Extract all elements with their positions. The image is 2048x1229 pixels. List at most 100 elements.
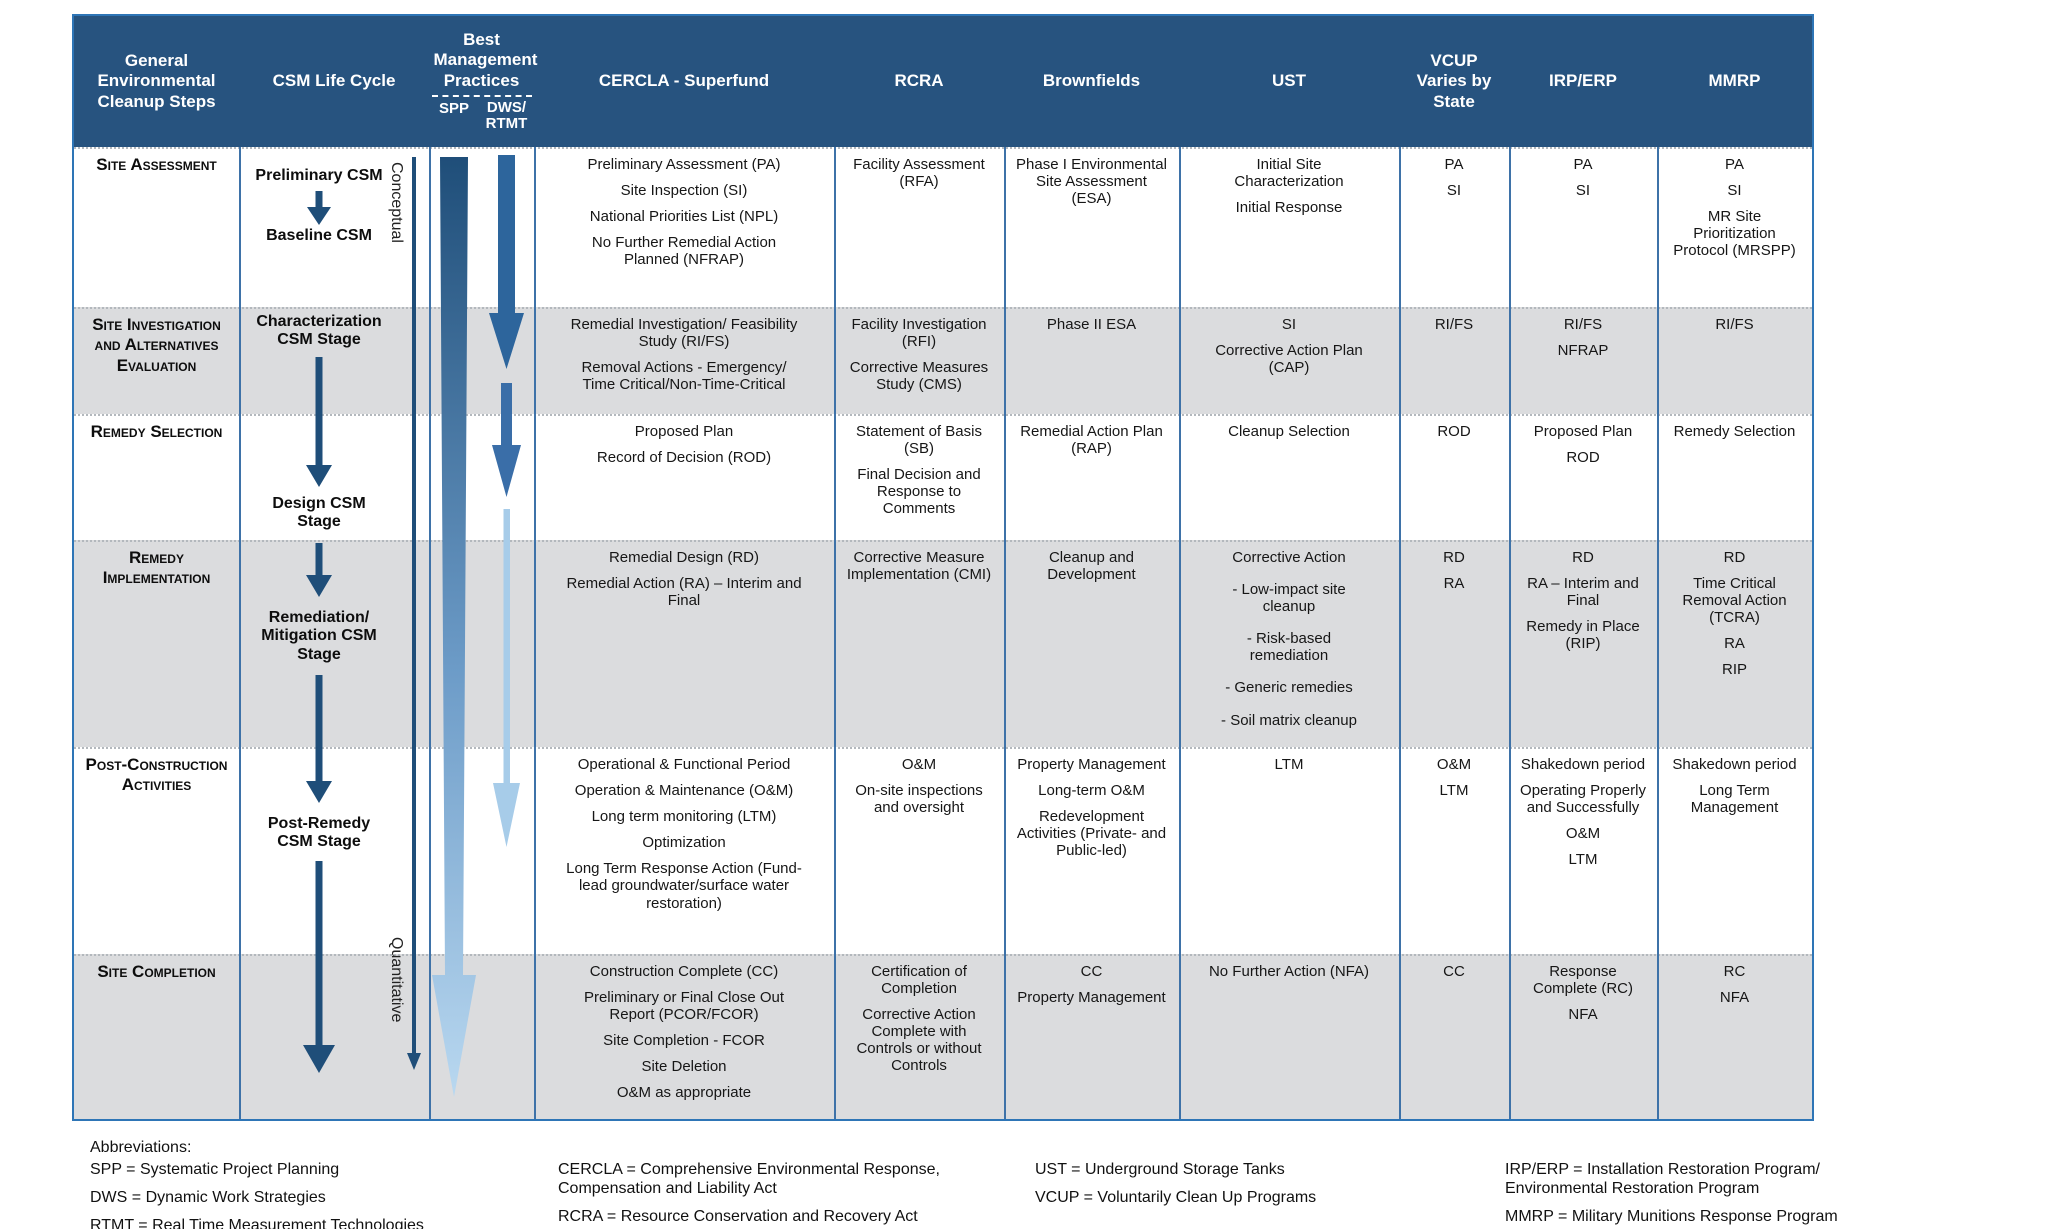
column-divider	[1179, 147, 1181, 1119]
cell-item: RI/FS	[1434, 316, 1474, 333]
column-header-csm: CSM Life Cycle	[272, 71, 396, 91]
cell-item: Time Critical Removal Action (TCRA)	[1682, 575, 1787, 627]
abbreviations-column-1: SPP = Systematic Project Planning DWS = D…	[90, 1160, 480, 1229]
cell-item: PA	[1573, 156, 1593, 173]
step-label-row3: Remedy Selection	[90, 422, 223, 441]
matrix-table: General Environmental Cleanup Steps CSM …	[72, 14, 1814, 1121]
cell-item: Certification of Completion	[871, 963, 967, 998]
column-header-irp-erp: IRP/ERP	[1548, 71, 1618, 91]
cell-item: Facility Investigation (RFI)	[851, 316, 987, 351]
irp-row3-cell: Proposed Plan ROD	[1509, 414, 1657, 540]
cell-item: Long Term Management	[1690, 782, 1779, 817]
cell-item: Site Inspection (SI)	[620, 182, 748, 200]
cell-item: Remedy in Place (RIP)	[1526, 618, 1640, 653]
bmp-subheaders: SPP DWS/ RTMT	[429, 98, 534, 133]
cell-item: SI	[1727, 182, 1742, 200]
ust-row1-cell: Initial Site Characterization Initial Res…	[1179, 147, 1399, 307]
cell-item: ROD	[1566, 449, 1600, 467]
cell-item: RA	[1443, 575, 1465, 593]
column-divider	[834, 147, 836, 1119]
cell-item: NFA	[1719, 989, 1750, 1007]
row-stripe	[74, 147, 1812, 307]
cell-item: - Generic remedies	[1225, 679, 1353, 697]
cell-item: Proposed Plan	[1533, 423, 1633, 440]
abbreviations-column-4: IRP/ERP = Installation Restoration Progr…	[1505, 1160, 1913, 1229]
cell-item: LTM	[1274, 756, 1304, 773]
cell-item: RI/FS	[1563, 316, 1603, 333]
cell-item: MR Site Prioritization Protocol (MRSPP)	[1673, 208, 1796, 260]
conceptual-to-quantitative-axis-arrow	[407, 157, 421, 1070]
cell-item: O&M	[1436, 756, 1472, 773]
cell-item: Long term monitoring (LTM)	[591, 808, 777, 826]
rcra-row1-cell: Facility Assessment (RFA)	[834, 147, 1004, 307]
column-divider	[1004, 147, 1006, 1119]
cell-item: RD	[1572, 549, 1594, 566]
vcup-row4-cell: RD RA	[1399, 540, 1509, 747]
cell-item: SI	[1281, 316, 1297, 333]
cell-item: SI	[1575, 182, 1591, 200]
cell-item: Construction Complete (CC)	[589, 963, 779, 980]
vcup-row2-cell: RI/FS	[1399, 307, 1509, 414]
abbreviations-title: Abbreviations:	[90, 1139, 192, 1156]
cell-item: Remedy Selection	[1673, 423, 1796, 440]
abbreviation-item: RCRA = Resource Conservation and Recover…	[558, 1208, 918, 1226]
cell-item: NFRAP	[1557, 342, 1609, 360]
cell-item: No Further Action (NFA)	[1208, 963, 1370, 980]
brownfields-row1-cell: Phase I Environmental Site Assessment (E…	[1004, 147, 1179, 307]
mmrp-row4-cell: RD Time Critical Removal Action (TCRA) RA R…	[1657, 540, 1812, 747]
rcra-row2-cell: Facility Investigation (RFI) Corrective M…	[834, 307, 1004, 414]
cell-item: O&M	[901, 756, 937, 773]
column-divider	[239, 147, 241, 1119]
cell-item: Final Decision and Response to Comments	[857, 466, 981, 518]
cell-item: Corrective Action	[1232, 549, 1346, 566]
cercla-row3-cell: Proposed Plan Record of Decision (ROD)	[534, 414, 834, 540]
cell-item: Cleanup and Development	[1047, 549, 1136, 584]
cell-item: Operating Properly and Successfully	[1520, 782, 1646, 817]
cell-item: Property Management	[1017, 756, 1166, 773]
rcra-row5-cell: O&M On-site inspections and oversight	[834, 747, 1004, 954]
cell-item: Facility Assessment (RFA)	[853, 156, 985, 191]
cell-item: Shakedown period	[1520, 756, 1646, 773]
mmrp-row5-cell: Shakedown period Long Term Management	[1657, 747, 1812, 954]
cell-item: Statement of Basis (SB)	[856, 423, 982, 458]
column-header-vcup: VCUP Varies by State	[1416, 51, 1492, 111]
subcolumn-header-dws-rtmt: DWS/ RTMT	[485, 98, 528, 133]
cell-item: PA	[1725, 156, 1744, 173]
ust-row2-cell: SI Corrective Action Plan (CAP)	[1179, 307, 1399, 414]
matrix-grid: General Environmental Cleanup Steps CSM …	[74, 16, 1812, 1119]
vcup-row6-cell: CC	[1399, 954, 1509, 1119]
cell-item: Proposed Plan	[634, 423, 734, 440]
cell-item: No Further Remedial Action Planned (NFRA…	[591, 234, 777, 269]
abbreviations-column-2: CERCLA = Comprehensive Environmental Res…	[558, 1160, 966, 1229]
brownfields-row5-cell: Property Management Long-term O&M Redevelo…	[1004, 747, 1179, 954]
step-label-row6: Site Completion	[97, 962, 216, 981]
cell-item: Preliminary or Final Close Out Report (P…	[583, 989, 785, 1024]
ust-row6-cell: No Further Action (NFA)	[1179, 954, 1399, 1119]
cell-item: Shakedown period	[1672, 756, 1797, 773]
ust-row5-cell: LTM	[1179, 747, 1399, 954]
step-label-row4: Remedy Implementation	[102, 548, 211, 588]
step-label-row5: Post-Construction Activities	[85, 755, 228, 795]
irp-row1-cell: PA SI	[1509, 147, 1657, 307]
step-label-row2: Site Investigation and Alternatives Eval…	[92, 315, 221, 375]
csm-stage-label: Preliminary CSM	[255, 167, 383, 184]
cell-item: - Soil matrix cleanup	[1221, 711, 1357, 729]
irp-row4-cell: RD RA – Interim and Final Remedy in Place …	[1509, 540, 1657, 747]
csm-flow-arrow	[303, 191, 335, 1073]
cercla-row2-cell: Remedial Investigation/ Feasibility Stud…	[534, 307, 834, 414]
column-header-brownfields: Brownfields	[1042, 71, 1141, 91]
spp-arrow-column	[429, 147, 479, 1119]
column-header-cercla: CERCLA - Superfund	[598, 71, 770, 91]
column-divider	[1657, 147, 1659, 1119]
cell-item: Corrective Measures Study (CMS)	[849, 359, 989, 394]
cercla-row1-cell: Preliminary Assessment (PA) Site Inspecti…	[534, 147, 834, 307]
header-band	[74, 16, 1812, 147]
cell-item: ROD	[1437, 423, 1471, 440]
cell-item: Corrective Action Complete with Controls…	[856, 1006, 982, 1075]
rcra-row6-cell: Certification of Completion Corrective Ac…	[834, 954, 1004, 1119]
column-header-bmp: Best Management Practices SPP DWS/ RTMT	[429, 16, 537, 147]
column-divider	[429, 147, 431, 1119]
cell-item: Response Complete (RC)	[1532, 963, 1634, 998]
cell-item: Initial Site Characterization	[1234, 156, 1344, 191]
